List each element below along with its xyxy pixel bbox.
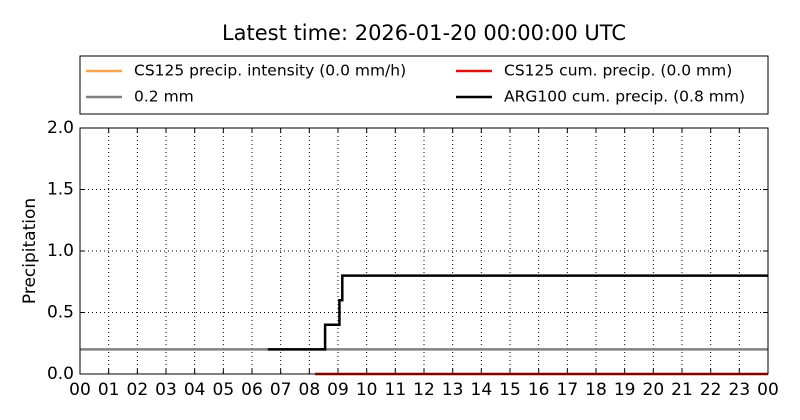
x-tick-label: 22: [700, 380, 722, 400]
x-tick-label: 23: [729, 380, 751, 400]
x-tick-label: 06: [241, 380, 263, 400]
legend-label: CS125 cum. precip. (0.0 mm): [504, 62, 732, 80]
y-axis-label: Precipitation: [20, 198, 40, 304]
legend-label: ARG100 cum. precip. (0.8 mm): [504, 88, 745, 106]
x-tick-label: 08: [299, 380, 321, 400]
x-tick-label: 00: [69, 380, 91, 400]
x-tick-label: 15: [499, 380, 521, 400]
y-tick-label: 1.5: [47, 180, 74, 200]
x-tick-label: 05: [213, 380, 235, 400]
x-tick-label: 02: [127, 380, 149, 400]
chart-title: Latest time: 2026-01-20 00:00:00 UTC: [222, 21, 626, 45]
x-tick-label: 04: [184, 380, 206, 400]
x-tick-label: 13: [442, 380, 464, 400]
x-tick-label: 17: [557, 380, 579, 400]
x-tick-label: 19: [614, 380, 636, 400]
legend-label: 0.2 mm: [134, 88, 194, 106]
x-tick-label: 16: [528, 380, 550, 400]
plot-frame: [79, 127, 769, 375]
y-tick-label: 0.5: [47, 303, 74, 323]
x-tick-label: 11: [385, 380, 407, 400]
y-tick-label: 1.0: [47, 241, 74, 261]
x-tick-label: 20: [643, 380, 665, 400]
x-tick-label: 03: [155, 380, 177, 400]
x-tick-label: 07: [270, 380, 292, 400]
x-tick-label: 01: [98, 380, 120, 400]
y-tick-label: 0.0: [47, 364, 74, 384]
x-tick-label: 00: [757, 380, 779, 400]
x-tick-label: 14: [471, 380, 493, 400]
x-tick-label: 18: [585, 380, 607, 400]
legend-label: CS125 precip. intensity (0.0 mm/h): [134, 62, 406, 80]
series-line: [267, 274, 768, 351]
y-tick-label: 2.0: [47, 118, 74, 138]
x-tick-label: 10: [356, 380, 378, 400]
legend-box: [79, 55, 769, 115]
x-tick-label: 09: [327, 380, 349, 400]
x-tick-label: 12: [413, 380, 435, 400]
x-tick-label: 21: [671, 380, 693, 400]
